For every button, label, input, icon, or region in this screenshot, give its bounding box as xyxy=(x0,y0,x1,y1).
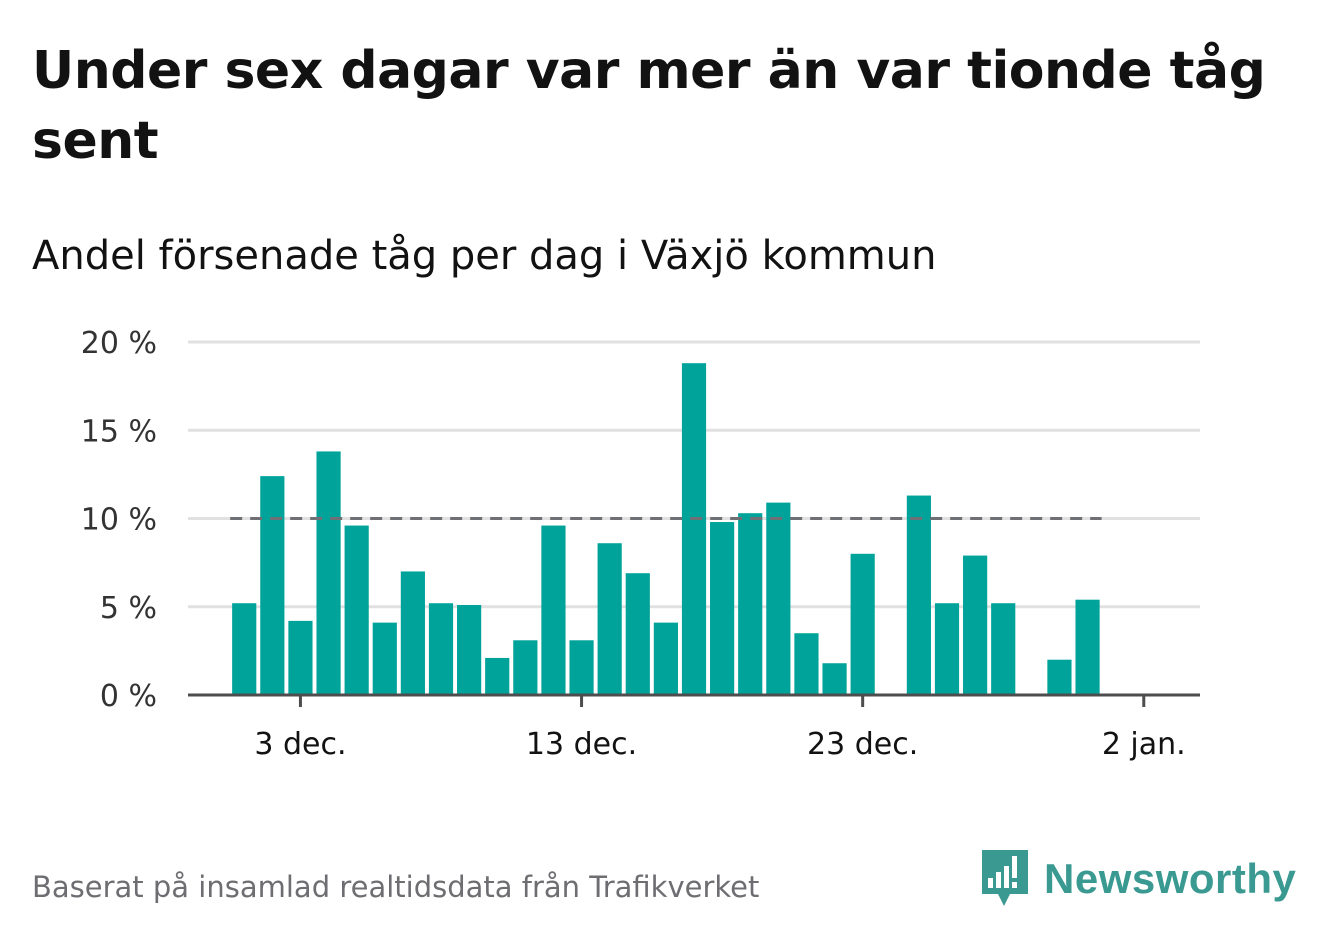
y-tick-label: 5 % xyxy=(100,591,157,626)
y-tick-label: 15 % xyxy=(81,414,157,449)
bar xyxy=(232,603,257,695)
y-tick-label: 20 % xyxy=(81,326,157,361)
y-tick-label: 10 % xyxy=(81,503,157,538)
bar xyxy=(372,622,397,695)
bar xyxy=(344,525,369,695)
bar xyxy=(457,604,482,695)
bar xyxy=(794,633,819,695)
bar xyxy=(428,603,454,695)
x-tick-label: 2 jan. xyxy=(1102,727,1186,762)
brand-name: Newsworthy xyxy=(1044,855,1297,902)
chart-title: Under sex dagar var mer än var tionde tå… xyxy=(32,41,1266,171)
x-tick-label: 3 dec. xyxy=(254,727,346,762)
bar xyxy=(569,640,594,695)
source-note: Baserat på insamlad realtidsdata från Tr… xyxy=(32,870,760,904)
bar xyxy=(400,571,425,695)
bar xyxy=(513,640,538,695)
bar xyxy=(653,622,678,695)
bar xyxy=(1075,599,1100,695)
y-tick-label: 0 % xyxy=(100,679,157,714)
bar xyxy=(597,543,622,695)
bar xyxy=(766,502,791,695)
x-tick-label: 13 dec. xyxy=(526,727,637,762)
bar xyxy=(541,525,566,695)
bar xyxy=(485,657,510,695)
bar xyxy=(710,522,735,695)
chart-subtitle: Andel försenade tåg per dag i Växjö komm… xyxy=(32,233,937,279)
bar xyxy=(681,363,707,695)
bar xyxy=(850,553,875,695)
bar xyxy=(1047,659,1072,695)
bar xyxy=(260,476,285,695)
bar xyxy=(822,663,847,695)
bar xyxy=(906,495,931,695)
bar xyxy=(288,620,313,695)
x-tick-label: 23 dec. xyxy=(807,727,918,762)
bar xyxy=(934,603,960,695)
bar-chart: 0 % 5 % 10 % 15 % 20 % 3 dec. 13 dec. 23 dec. 2 … xyxy=(81,326,1200,762)
bar xyxy=(625,573,650,695)
bar xyxy=(738,513,763,695)
bar-chart-bubble-icon xyxy=(982,850,1028,906)
brand-logo: Newsworthy xyxy=(980,848,1296,910)
bar xyxy=(991,603,1016,695)
bar xyxy=(963,555,988,695)
bar xyxy=(316,451,341,695)
